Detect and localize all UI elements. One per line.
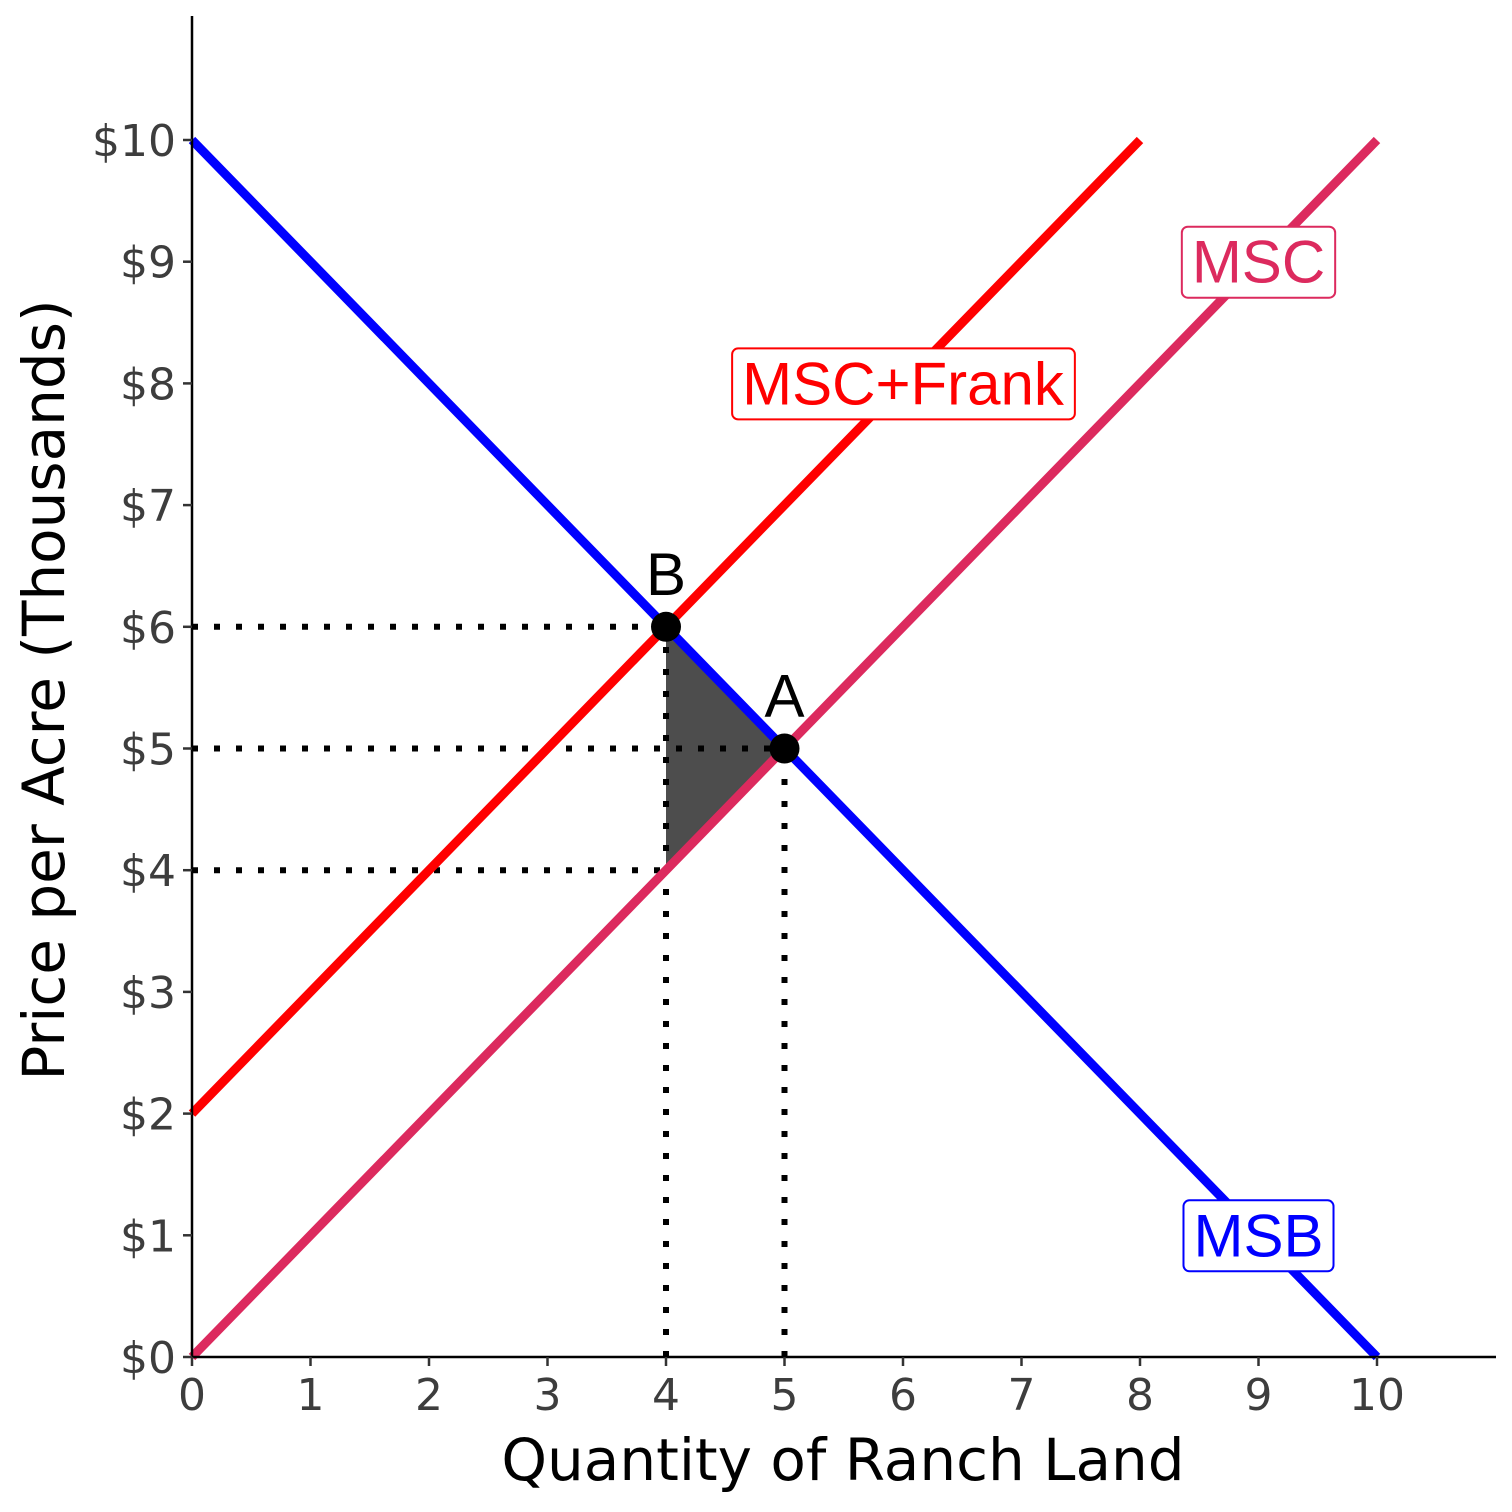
curve-label-msc: MSC xyxy=(1192,229,1325,296)
curve-label-msb: MSB xyxy=(1193,1202,1323,1269)
x-axis-title: Quantity of Ranch Land xyxy=(501,1426,1184,1494)
curve-label-box-msb xyxy=(1182,1199,1335,1273)
x-tick-label: 1 xyxy=(297,1370,325,1421)
y-tick-label: $7 xyxy=(120,481,176,532)
point-b xyxy=(651,611,681,642)
x-tick-label: 4 xyxy=(652,1370,680,1421)
y-tick-label: $10 xyxy=(92,116,176,167)
point-label-a: A xyxy=(764,663,804,730)
x-tick-label: 7 xyxy=(1008,1370,1036,1421)
curve-label-box-msc xyxy=(1180,225,1337,299)
x-tick-label: 9 xyxy=(1245,1370,1273,1421)
x-tick-label: 2 xyxy=(415,1370,443,1421)
point-a xyxy=(769,733,800,764)
curve-labels-layer: MSC MSC+Frank MSB xyxy=(731,225,1337,1273)
x-tick-label: 3 xyxy=(534,1370,562,1421)
x-tick-label: 0 xyxy=(178,1370,206,1421)
x-tick-label: 8 xyxy=(1126,1370,1154,1421)
y-axis-title: Price per Acre (Thousands) xyxy=(10,299,78,1080)
axes-layer xyxy=(190,16,1496,1359)
point-label-b: B xyxy=(646,541,686,608)
y-tick-label: $0 xyxy=(120,1333,176,1384)
y-tick-label: $3 xyxy=(120,968,176,1019)
y-tick-label: $6 xyxy=(120,603,176,654)
tick-layer: 0 1 2 3 4 5 6 7 8 9 10 $0 $1 $2 $3 $4 $5 $6 $7 $8 $9 $10 xyxy=(92,116,1405,1421)
x-tick-label: 10 xyxy=(1349,1370,1405,1421)
curve-label-box-msc-frank xyxy=(731,347,1076,421)
x-tick-label: 5 xyxy=(771,1370,799,1421)
curve-label-msc-frank: MSC+Frank xyxy=(742,350,1065,417)
points-layer: BA xyxy=(646,541,805,764)
y-tick-label: $2 xyxy=(120,1090,176,1141)
y-tick-label: $1 xyxy=(120,1211,176,1262)
x-tick-label: 6 xyxy=(889,1370,917,1421)
y-tick-label: $4 xyxy=(120,846,176,897)
reference-lines-layer xyxy=(192,623,788,1357)
y-tick-label: $8 xyxy=(120,359,176,410)
y-tick-label: $5 xyxy=(120,725,176,776)
y-tick-label: $9 xyxy=(120,238,176,289)
